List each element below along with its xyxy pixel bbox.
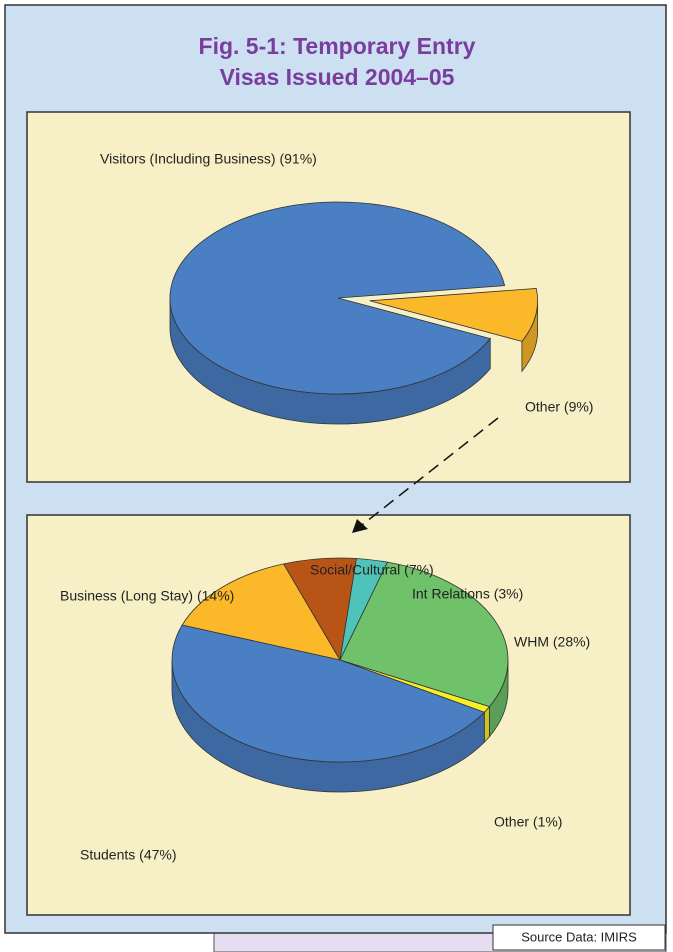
arrow [361, 417, 499, 526]
source: Source Data: IMIRS [521, 929, 637, 944]
slice [171, 624, 486, 763]
slice [339, 561, 509, 708]
slice [181, 563, 341, 661]
data-label: Business (Long Stay) (14%) [60, 588, 234, 604]
data-label: WHM (28%) [514, 634, 590, 650]
data-label: Int Relations (3%) [412, 586, 523, 602]
data-label: Other (9%) [525, 399, 593, 415]
slice [169, 201, 506, 395]
data-label: Other (1%) [494, 814, 562, 830]
data-label: Social/Cultural (7%) [310, 562, 434, 578]
arrow-head [352, 519, 368, 533]
data-label: Students (47%) [80, 847, 177, 863]
source-box [492, 924, 666, 951]
data-label: Visitors (Including Business) (91%) [100, 151, 317, 167]
slice [369, 288, 539, 342]
title-line: Visas Issued 2004–05 [220, 64, 455, 90]
title-line: Fig. 5-1: Temporary Entry [199, 33, 476, 59]
